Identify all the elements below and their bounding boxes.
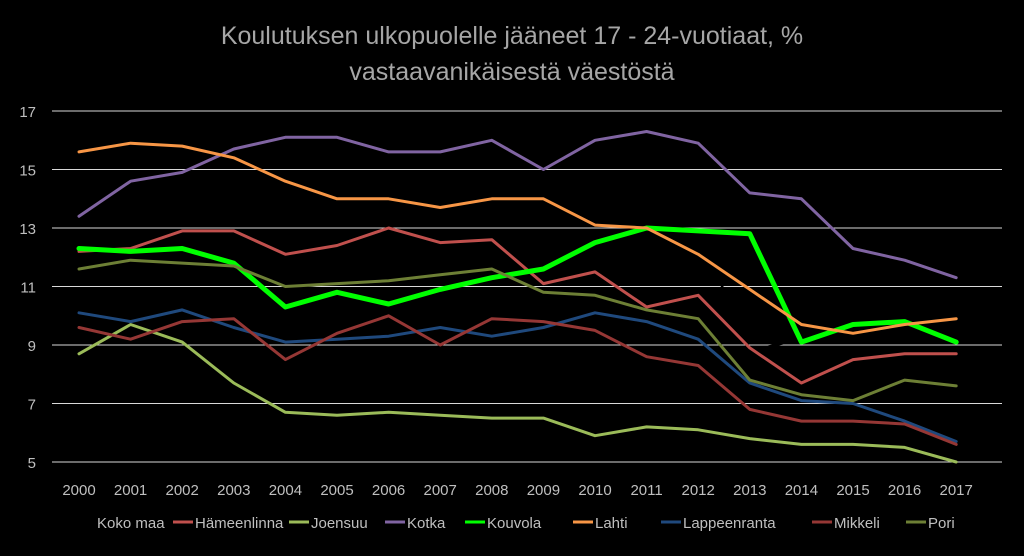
series-line-8 <box>77 258 958 403</box>
series-line-4 <box>76 225 959 345</box>
legend-label: Kotka <box>407 515 446 532</box>
x-tick-label: 2005 <box>320 482 353 499</box>
x-tick-label: 2002 <box>166 482 199 499</box>
series-line-5 <box>77 141 958 335</box>
x-tick-label: 2003 <box>217 482 250 499</box>
x-tick-label: 2001 <box>114 482 147 499</box>
x-tick-label: 2007 <box>424 482 457 499</box>
legend-label: Koko maa <box>97 515 165 532</box>
series-line-1 <box>77 226 958 385</box>
legend-label: Pori <box>928 515 955 532</box>
series-line-6 <box>77 308 958 443</box>
series-line-2 <box>77 323 958 464</box>
x-tick-label: 2004 <box>269 482 302 499</box>
x-tick-label: 2010 <box>578 482 611 499</box>
series-line-7 <box>77 314 958 446</box>
legend-label: Joensuu <box>311 515 368 532</box>
x-tick-label: 2008 <box>475 482 508 499</box>
y-tick-label: 7 <box>28 397 36 414</box>
x-tick-label: 2000 <box>62 482 95 499</box>
x-tick-label: 2013 <box>733 482 766 499</box>
y-tick-label: 9 <box>28 338 36 355</box>
x-tick-label: 2015 <box>836 482 869 499</box>
chart-title-line-2: vastaavanikäisestä väestöstä <box>349 58 675 86</box>
x-tick-label: 2006 <box>372 482 405 499</box>
legend-label: Lappeenranta <box>683 515 776 532</box>
y-tick-label: 15 <box>19 163 36 180</box>
y-tick-label: 13 <box>19 221 36 238</box>
y-tick-label: 17 <box>19 104 36 121</box>
series-line-3 <box>77 130 958 280</box>
x-tick-label: 2014 <box>785 482 818 499</box>
x-tick-label: 2012 <box>682 482 715 499</box>
y-tick-label: 11 <box>20 280 36 297</box>
legend-label: Hämeenlinna <box>195 515 284 532</box>
x-tick-label: 2017 <box>940 482 973 499</box>
x-tick-label: 2009 <box>527 482 560 499</box>
chart-title-line-1: Koulutuksen ulkopuolelle jääneet 17 - 24… <box>220 22 804 50</box>
x-tick-label: 2011 <box>630 482 662 499</box>
legend-label: Mikkeli <box>834 515 880 532</box>
y-tick-label: 5 <box>28 455 36 472</box>
legend-label: Kouvola <box>487 515 542 532</box>
x-tick-label: 2016 <box>888 482 921 499</box>
legend-label: Lahti <box>595 515 628 532</box>
